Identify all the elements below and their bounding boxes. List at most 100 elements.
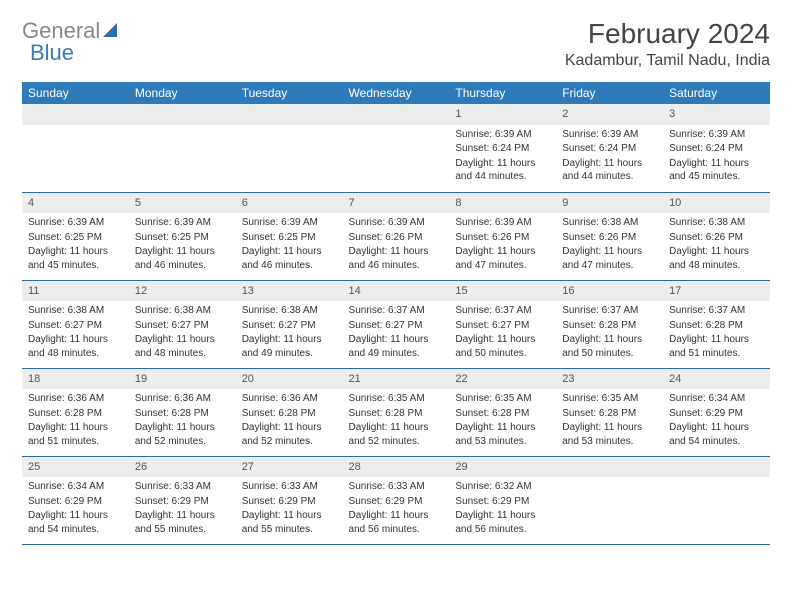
day-number: 1 (449, 104, 556, 125)
daylight-text: Daylight: 11 hours and 51 minutes. (28, 421, 123, 448)
day-info: Sunrise: 6:39 AMSunset: 6:26 PMDaylight:… (449, 213, 556, 279)
sunrise-text: Sunrise: 6:35 AM (455, 392, 550, 406)
sunset-text: Sunset: 6:24 PM (455, 142, 550, 156)
daylight-text: Daylight: 11 hours and 44 minutes. (562, 157, 657, 184)
day-info: Sunrise: 6:39 AMSunset: 6:25 PMDaylight:… (129, 213, 236, 279)
daylight-text: Daylight: 11 hours and 48 minutes. (28, 333, 123, 360)
calendar-week-row: 4Sunrise: 6:39 AMSunset: 6:25 PMDaylight… (22, 192, 770, 280)
calendar-day-cell: 5Sunrise: 6:39 AMSunset: 6:25 PMDaylight… (129, 192, 236, 280)
day-number: 13 (236, 281, 343, 302)
day-number: 18 (22, 369, 129, 390)
daylight-text: Daylight: 11 hours and 54 minutes. (669, 421, 764, 448)
sunset-text: Sunset: 6:25 PM (135, 231, 230, 245)
calendar-day-cell: 29Sunrise: 6:32 AMSunset: 6:29 PMDayligh… (449, 456, 556, 544)
day-number: 8 (449, 193, 556, 214)
sunrise-text: Sunrise: 6:37 AM (455, 304, 550, 318)
day-info: Sunrise: 6:37 AMSunset: 6:27 PMDaylight:… (449, 301, 556, 367)
sunset-text: Sunset: 6:28 PM (455, 407, 550, 421)
daylight-text: Daylight: 11 hours and 56 minutes. (455, 509, 550, 536)
calendar-day-cell: 1Sunrise: 6:39 AMSunset: 6:24 PMDaylight… (449, 104, 556, 192)
calendar-week-row: 18Sunrise: 6:36 AMSunset: 6:28 PMDayligh… (22, 368, 770, 456)
day-info: Sunrise: 6:38 AMSunset: 6:26 PMDaylight:… (556, 213, 663, 279)
sunset-text: Sunset: 6:26 PM (562, 231, 657, 245)
day-info: Sunrise: 6:33 AMSunset: 6:29 PMDaylight:… (236, 477, 343, 543)
day-header: Tuesday (236, 82, 343, 104)
sunset-text: Sunset: 6:26 PM (669, 231, 764, 245)
sunset-text: Sunset: 6:29 PM (349, 495, 444, 509)
sunset-text: Sunset: 6:29 PM (135, 495, 230, 509)
calendar-day-cell (22, 104, 129, 192)
daylight-text: Daylight: 11 hours and 47 minutes. (562, 245, 657, 272)
day-number: 21 (343, 369, 450, 390)
sunset-text: Sunset: 6:27 PM (28, 319, 123, 333)
day-number: 17 (663, 281, 770, 302)
location-text: Kadambur, Tamil Nadu, India (565, 52, 770, 70)
calendar-body: 1Sunrise: 6:39 AMSunset: 6:24 PMDaylight… (22, 104, 770, 544)
logo-text-blue: Blue (30, 40, 74, 65)
calendar-day-cell: 15Sunrise: 6:37 AMSunset: 6:27 PMDayligh… (449, 280, 556, 368)
sunrise-text: Sunrise: 6:39 AM (242, 216, 337, 230)
calendar-day-cell: 10Sunrise: 6:38 AMSunset: 6:26 PMDayligh… (663, 192, 770, 280)
sunset-text: Sunset: 6:27 PM (242, 319, 337, 333)
day-number: 16 (556, 281, 663, 302)
sunrise-text: Sunrise: 6:39 AM (135, 216, 230, 230)
sunrise-text: Sunrise: 6:33 AM (242, 480, 337, 494)
sunrise-text: Sunrise: 6:39 AM (669, 128, 764, 142)
sunrise-text: Sunrise: 6:39 AM (455, 128, 550, 142)
calendar-day-cell: 18Sunrise: 6:36 AMSunset: 6:28 PMDayligh… (22, 368, 129, 456)
sunset-text: Sunset: 6:28 PM (562, 319, 657, 333)
sunrise-text: Sunrise: 6:38 AM (669, 216, 764, 230)
day-number: 19 (129, 369, 236, 390)
calendar-header-row: SundayMondayTuesdayWednesdayThursdayFrid… (22, 82, 770, 104)
day-info: Sunrise: 6:32 AMSunset: 6:29 PMDaylight:… (449, 477, 556, 543)
sunrise-text: Sunrise: 6:38 AM (28, 304, 123, 318)
day-number (22, 104, 129, 125)
day-info: Sunrise: 6:35 AMSunset: 6:28 PMDaylight:… (556, 389, 663, 455)
calendar-day-cell: 4Sunrise: 6:39 AMSunset: 6:25 PMDaylight… (22, 192, 129, 280)
daylight-text: Daylight: 11 hours and 54 minutes. (28, 509, 123, 536)
sunrise-text: Sunrise: 6:39 AM (562, 128, 657, 142)
sunset-text: Sunset: 6:24 PM (562, 142, 657, 156)
day-info: Sunrise: 6:38 AMSunset: 6:27 PMDaylight:… (129, 301, 236, 367)
calendar-day-cell (236, 104, 343, 192)
daylight-text: Daylight: 11 hours and 55 minutes. (242, 509, 337, 536)
day-number: 24 (663, 369, 770, 390)
calendar-day-cell: 2Sunrise: 6:39 AMSunset: 6:24 PMDaylight… (556, 104, 663, 192)
sunset-text: Sunset: 6:29 PM (455, 495, 550, 509)
day-info: Sunrise: 6:37 AMSunset: 6:28 PMDaylight:… (556, 301, 663, 367)
logo-triangle-icon (103, 23, 117, 37)
calendar-week-row: 25Sunrise: 6:34 AMSunset: 6:29 PMDayligh… (22, 456, 770, 544)
daylight-text: Daylight: 11 hours and 44 minutes. (455, 157, 550, 184)
day-info: Sunrise: 6:39 AMSunset: 6:24 PMDaylight:… (449, 125, 556, 191)
day-number: 15 (449, 281, 556, 302)
logo-line2: Blue (30, 40, 74, 66)
sunset-text: Sunset: 6:29 PM (669, 407, 764, 421)
daylight-text: Daylight: 11 hours and 52 minutes. (349, 421, 444, 448)
sunset-text: Sunset: 6:28 PM (349, 407, 444, 421)
calendar-day-cell: 20Sunrise: 6:36 AMSunset: 6:28 PMDayligh… (236, 368, 343, 456)
daylight-text: Daylight: 11 hours and 45 minutes. (669, 157, 764, 184)
daylight-text: Daylight: 11 hours and 52 minutes. (242, 421, 337, 448)
day-number: 22 (449, 369, 556, 390)
daylight-text: Daylight: 11 hours and 48 minutes. (669, 245, 764, 272)
daylight-text: Daylight: 11 hours and 46 minutes. (242, 245, 337, 272)
day-number: 14 (343, 281, 450, 302)
day-number: 4 (22, 193, 129, 214)
calendar-day-cell: 23Sunrise: 6:35 AMSunset: 6:28 PMDayligh… (556, 368, 663, 456)
sunrise-text: Sunrise: 6:36 AM (242, 392, 337, 406)
header: General February 2024 Kadambur, Tamil Na… (22, 18, 770, 70)
sunrise-text: Sunrise: 6:39 AM (28, 216, 123, 230)
day-info: Sunrise: 6:36 AMSunset: 6:28 PMDaylight:… (236, 389, 343, 455)
day-info: Sunrise: 6:36 AMSunset: 6:28 PMDaylight:… (22, 389, 129, 455)
sunset-text: Sunset: 6:28 PM (562, 407, 657, 421)
day-number: 11 (22, 281, 129, 302)
calendar-day-cell: 13Sunrise: 6:38 AMSunset: 6:27 PMDayligh… (236, 280, 343, 368)
calendar-day-cell (556, 456, 663, 544)
daylight-text: Daylight: 11 hours and 46 minutes. (135, 245, 230, 272)
day-info: Sunrise: 6:39 AMSunset: 6:24 PMDaylight:… (663, 125, 770, 191)
sunset-text: Sunset: 6:26 PM (455, 231, 550, 245)
day-info: Sunrise: 6:33 AMSunset: 6:29 PMDaylight:… (129, 477, 236, 543)
calendar-day-cell: 7Sunrise: 6:39 AMSunset: 6:26 PMDaylight… (343, 192, 450, 280)
day-header: Thursday (449, 82, 556, 104)
sunrise-text: Sunrise: 6:33 AM (135, 480, 230, 494)
